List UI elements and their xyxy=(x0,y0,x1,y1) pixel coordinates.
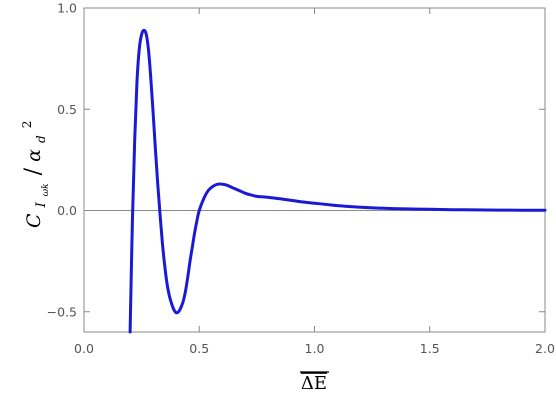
x-axis-label-text: ΔE xyxy=(301,373,327,394)
y-label-main: C xyxy=(23,213,45,228)
y-label-slash: / xyxy=(21,167,46,175)
y-tick-label: 0.5 xyxy=(57,102,77,117)
x-tick-label: 1.5 xyxy=(420,341,440,356)
y-axis-label: C I ωk / α d 2 xyxy=(20,121,53,228)
x-tick-label: 0.5 xyxy=(189,341,209,356)
y-label-sub: I xyxy=(34,201,49,208)
x-tick-label: 1.0 xyxy=(305,341,325,356)
y-tick-label: −0.5 xyxy=(47,304,77,319)
y-label-alpha: α xyxy=(23,149,45,162)
series-line xyxy=(128,28,547,334)
svg-text:C I ωk /: C I ωk / α d 2 xyxy=(20,121,53,228)
x-axis-label: ΔE xyxy=(300,371,329,394)
y-label-alpha-sup: 2 xyxy=(20,121,34,129)
x-tick-label: 2.0 xyxy=(535,341,555,356)
x-tick-label: 0.0 xyxy=(74,341,94,356)
y-label-alpha-sub: d xyxy=(34,135,48,143)
plot-frame xyxy=(83,7,546,333)
y-tick-label: 1.0 xyxy=(57,1,77,16)
y-tick-label: 0.0 xyxy=(57,203,77,218)
tick-labels: 0.0 0.5 1.0 1.5 2.0 −0.5 0.0 0.5 1.0 xyxy=(47,1,555,357)
ticks xyxy=(83,7,546,332)
y-label-subsub: ωk xyxy=(41,183,51,196)
